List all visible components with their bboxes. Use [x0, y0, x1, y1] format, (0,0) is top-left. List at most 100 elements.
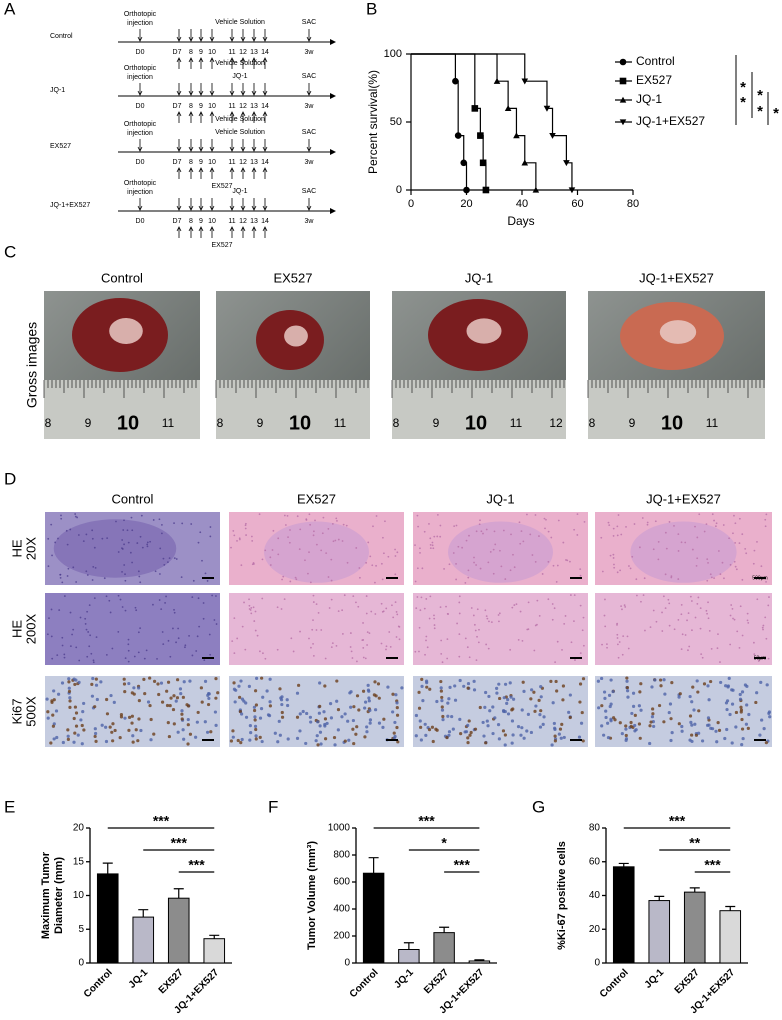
cell — [733, 618, 736, 621]
cell — [764, 616, 767, 619]
row-label: Gross images — [24, 322, 40, 408]
day-label: 11 — [228, 159, 235, 166]
x-tick-label: 60 — [571, 198, 583, 210]
cell — [717, 633, 719, 636]
cell — [330, 598, 333, 601]
injection-label: Orthotopic — [124, 11, 157, 18]
cell — [384, 520, 386, 523]
cell — [649, 626, 652, 629]
cell — [381, 578, 384, 581]
cell — [354, 732, 358, 736]
cell — [767, 657, 770, 660]
cell — [580, 710, 584, 715]
cell — [414, 734, 418, 738]
day-label: 3w — [305, 49, 315, 56]
arrow-head — [176, 36, 182, 42]
cell — [701, 656, 704, 659]
cell — [668, 624, 671, 627]
bar — [719, 910, 742, 964]
x-tick-label: EX527 — [157, 967, 186, 996]
cell — [464, 730, 469, 734]
cell — [700, 739, 705, 743]
cell — [394, 548, 396, 551]
cell — [532, 690, 536, 694]
cell — [148, 676, 152, 680]
arrow-head — [262, 90, 268, 96]
cell — [689, 720, 693, 724]
cell — [191, 654, 194, 657]
cell — [424, 733, 428, 738]
cell — [639, 708, 643, 712]
cell — [56, 654, 59, 657]
cell — [177, 637, 180, 640]
cell — [603, 696, 607, 701]
tumor-region — [448, 521, 553, 583]
cell — [332, 540, 335, 543]
arrow-head — [240, 111, 246, 117]
cell — [334, 539, 337, 542]
cell — [82, 540, 85, 543]
ruler-label: 9 — [433, 416, 440, 430]
cell — [308, 551, 310, 554]
ruler — [216, 380, 370, 439]
cell — [624, 733, 628, 738]
cell — [515, 603, 518, 606]
cell — [179, 692, 183, 696]
cell — [213, 619, 216, 621]
cell — [553, 739, 557, 743]
cell — [503, 733, 507, 737]
cell — [553, 607, 556, 610]
cell — [646, 521, 649, 524]
cell — [654, 520, 657, 523]
cell — [105, 653, 108, 656]
legend-label: EX527 — [636, 73, 672, 87]
cell — [239, 741, 243, 745]
error-bar — [102, 862, 113, 874]
cell — [335, 679, 339, 683]
cell — [236, 539, 238, 542]
cell — [638, 736, 642, 740]
cell — [386, 685, 390, 689]
cell — [232, 687, 237, 691]
cell — [68, 696, 72, 700]
cell — [633, 523, 636, 525]
cell — [280, 715, 285, 719]
bar — [203, 938, 226, 964]
cell — [372, 693, 376, 697]
cell — [152, 519, 155, 521]
cell — [624, 606, 627, 608]
cell — [181, 695, 185, 699]
cell — [600, 536, 603, 539]
cell — [557, 519, 560, 522]
cell — [577, 735, 582, 739]
bar — [132, 916, 155, 964]
cell — [146, 545, 149, 548]
cell — [432, 547, 435, 550]
cell — [544, 527, 546, 530]
cell — [99, 680, 103, 684]
ruler-label: 8 — [589, 416, 596, 430]
timeline-arrow — [330, 149, 336, 155]
cell — [312, 594, 315, 597]
arrow-head — [137, 205, 143, 211]
cell — [740, 717, 744, 722]
column-label: Control — [101, 270, 143, 285]
cell — [723, 736, 727, 741]
cell — [139, 627, 142, 630]
cell — [426, 646, 429, 649]
cell — [556, 564, 559, 567]
cell — [503, 743, 507, 747]
cell — [641, 517, 644, 519]
cell — [681, 633, 684, 636]
cell — [364, 700, 368, 704]
survival-line — [411, 53, 487, 190]
cell — [741, 634, 744, 637]
cell — [738, 646, 741, 649]
cell — [343, 594, 346, 597]
cell — [269, 556, 272, 559]
cell — [479, 567, 482, 570]
marker — [454, 132, 462, 139]
cell — [543, 517, 546, 520]
cell — [202, 602, 205, 604]
marker — [452, 77, 459, 85]
